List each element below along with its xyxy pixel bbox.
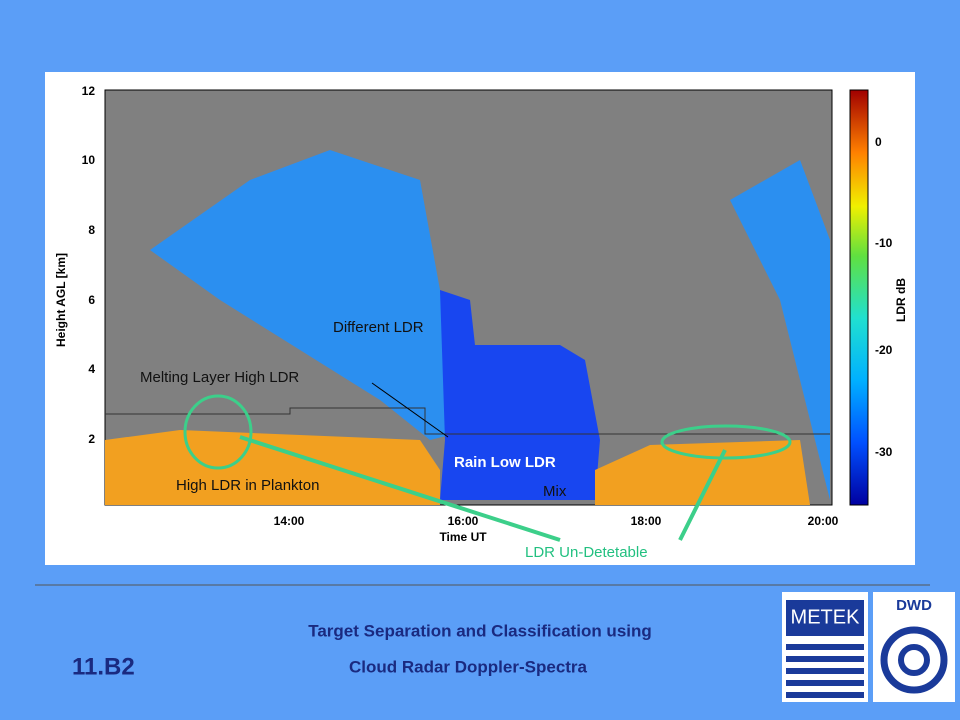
colorbar-label: LDR dB <box>894 278 908 322</box>
arrow <box>239 435 561 542</box>
y-tick: 4 <box>88 362 95 376</box>
cloud <box>150 150 470 440</box>
y-tick: 12 <box>82 84 96 98</box>
colorbar-tick: -20 <box>875 343 893 357</box>
x-tick: 14:00 <box>274 514 305 528</box>
x-tick: 18:00 <box>631 514 662 528</box>
footer-title: Cloud Radar Doppler-Spectra <box>349 657 588 676</box>
cloud <box>440 290 600 500</box>
cloud <box>730 160 830 500</box>
colorbar-tick: -30 <box>875 445 893 459</box>
colorbar-tick: 0 <box>875 135 882 149</box>
annotation: High LDR in Plankton <box>176 477 319 494</box>
logo-swirl <box>880 626 948 694</box>
annotation: LDR Un-Detetable <box>525 544 648 561</box>
logo-text: METEK <box>791 606 861 628</box>
x-tick: 20:00 <box>808 514 839 528</box>
y-tick: 8 <box>88 223 95 237</box>
highlight <box>660 424 792 460</box>
annotation: Mix <box>543 483 567 500</box>
logo-box <box>786 600 864 636</box>
y-tick: 10 <box>82 153 96 167</box>
y-tick: 2 <box>88 432 95 446</box>
logo-text: DWD <box>896 597 932 614</box>
annotation: Rain Low LDR <box>454 454 556 471</box>
x-label: Time UT <box>439 530 487 544</box>
plot-line <box>105 407 830 435</box>
highlight <box>183 394 253 470</box>
annotation: Different LDR <box>333 319 424 336</box>
annotation: Melting Layer High LDR <box>140 369 299 386</box>
y-tick: 6 <box>88 293 95 307</box>
colorbar <box>849 89 869 506</box>
footer-title: Target Separation and Classification usi… <box>308 621 652 640</box>
y-label: Height AGL [km] <box>54 253 68 347</box>
slide-code: 11.B2 <box>72 653 135 680</box>
arrow <box>678 449 727 541</box>
arrow <box>371 382 449 438</box>
colorbar-tick: -10 <box>875 236 893 250</box>
x-tick: 16:00 <box>448 514 479 528</box>
logo-stripes <box>786 644 864 698</box>
logo-swirl <box>898 644 930 676</box>
